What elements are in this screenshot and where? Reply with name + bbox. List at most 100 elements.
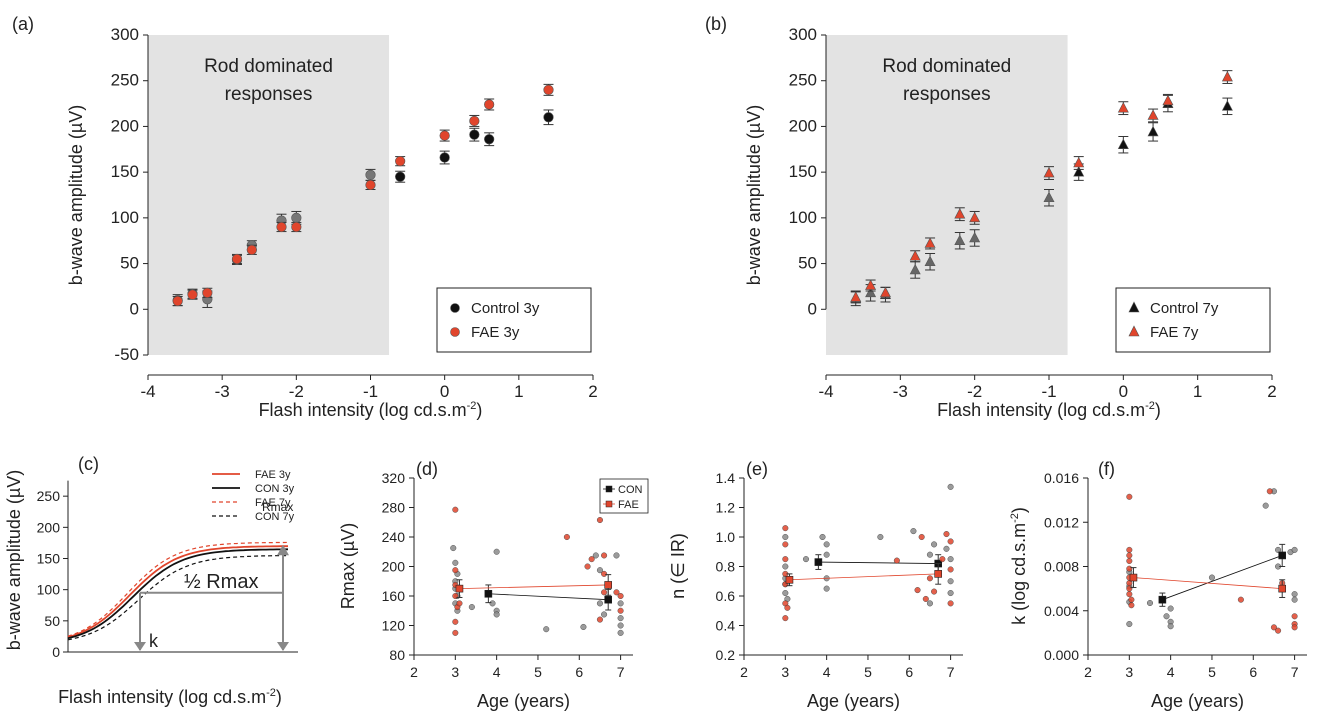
data-point (563, 533, 570, 541)
y-tick-label: 250 (789, 71, 817, 90)
data-point (865, 286, 877, 298)
data-point (1147, 125, 1159, 137)
data-point (613, 589, 620, 596)
data-point (931, 588, 938, 595)
data-point (782, 525, 789, 532)
data-point (969, 231, 981, 243)
data-point (782, 556, 789, 563)
data-point (439, 130, 450, 141)
y-tick-label: 250 (37, 488, 61, 504)
data-point (452, 559, 459, 566)
data-point (947, 538, 954, 545)
y-axis-label-group: n (∈ IR) (668, 533, 688, 599)
y-tick-label: 250 (111, 71, 139, 90)
annotations: Rmax ½ Rmax k (134, 500, 293, 651)
data-point (924, 237, 936, 248)
mean-trend-line (818, 561, 939, 564)
panel-f: 0.000 0.004 0.008 0.012 0.016 2 3 4 5 6 7 Age (year… (1009, 459, 1307, 711)
series-fae (1126, 488, 1298, 634)
data-point (617, 615, 624, 622)
data-point (939, 556, 946, 563)
x-axis-label: Age (years) (807, 691, 900, 711)
x-tick-label: 5 (864, 664, 872, 680)
data-point (601, 611, 608, 618)
data-point (947, 600, 954, 607)
x-tick-label: -2 (289, 382, 304, 401)
data-point (931, 541, 938, 548)
y-tick-label: 200 (37, 519, 61, 535)
x-tick-label: -4 (818, 382, 833, 401)
x-axis-label-end: ) (276, 687, 282, 707)
data-point (613, 552, 620, 559)
data-point (1163, 613, 1170, 620)
data-point (452, 506, 459, 513)
x-axis-label-main: Age (years) (477, 691, 570, 711)
y-tick-label: 0.008 (1044, 559, 1079, 575)
data-point (1126, 493, 1133, 500)
data-point (1117, 101, 1129, 113)
x-tick-label: 7 (947, 664, 955, 680)
x-axis-label: Flash intensity (log cd.s.m-2) (259, 400, 483, 420)
data-point (926, 551, 933, 558)
y-axis-label-end: ) (1009, 507, 1029, 513)
data-point (909, 263, 921, 275)
data-point (452, 618, 459, 625)
legend-marker (450, 303, 460, 313)
series-con (782, 483, 954, 607)
series-fae (452, 506, 624, 636)
data-point (782, 563, 789, 570)
x-tick-label: 0 (440, 382, 449, 401)
data-point (617, 592, 624, 600)
data-point (291, 221, 302, 233)
data-point (596, 516, 603, 524)
data-point (1167, 605, 1174, 612)
data-point (580, 623, 587, 631)
y-tick-label: 150 (37, 551, 61, 567)
y-axis-label: n (∈ IR) (668, 533, 688, 599)
data-point (246, 244, 257, 255)
rod-region-label: Rod dominated (204, 56, 333, 77)
panel-label: (c) (78, 454, 99, 474)
data-point (468, 604, 475, 611)
data-point (1147, 109, 1159, 120)
data-point (452, 567, 459, 574)
panel-c: 0 50 100 150 200 250 (c) Flash intensity (log c… (4, 454, 298, 707)
data-point (1221, 100, 1233, 111)
data-point (1117, 138, 1129, 150)
data-point (1208, 574, 1216, 581)
y-tick-label: 0 (130, 299, 139, 318)
curve-con-7y (67, 555, 288, 641)
x-tick-label: 7 (617, 664, 625, 680)
legend-label: CON 7y (255, 511, 295, 523)
data-point (922, 595, 929, 603)
data-point (1162, 94, 1174, 106)
data-point (1073, 165, 1085, 177)
data-point (592, 552, 599, 559)
y-tick-label: -50 (114, 345, 139, 364)
data-point (202, 287, 213, 298)
data-point (365, 169, 376, 180)
data-point (484, 99, 495, 110)
data-point (1291, 624, 1298, 631)
data-point (1126, 620, 1133, 628)
data-point (926, 575, 933, 582)
data-point (1043, 191, 1055, 203)
data-point (918, 533, 925, 541)
legend-label: FAE 3y (471, 324, 520, 341)
y-axis-label-group: k (log cd.s.m-2) (1009, 507, 1029, 625)
x-axis-label-sup: -2 (1145, 400, 1155, 412)
data-point (617, 629, 624, 636)
data-point (954, 208, 966, 219)
x-tick-label: -3 (893, 382, 908, 401)
data-point (596, 616, 603, 623)
series-control-7y (850, 94, 1233, 307)
mean-marker (785, 575, 794, 584)
mean-marker (814, 558, 823, 566)
data-point (1291, 591, 1298, 598)
x-tick-label: -3 (215, 382, 230, 401)
data-point (782, 541, 789, 548)
data-point (365, 179, 376, 191)
rod-region-label: responses (903, 84, 991, 105)
x-axis-label-main: Flash intensity (log cd.s.m (937, 400, 1145, 420)
